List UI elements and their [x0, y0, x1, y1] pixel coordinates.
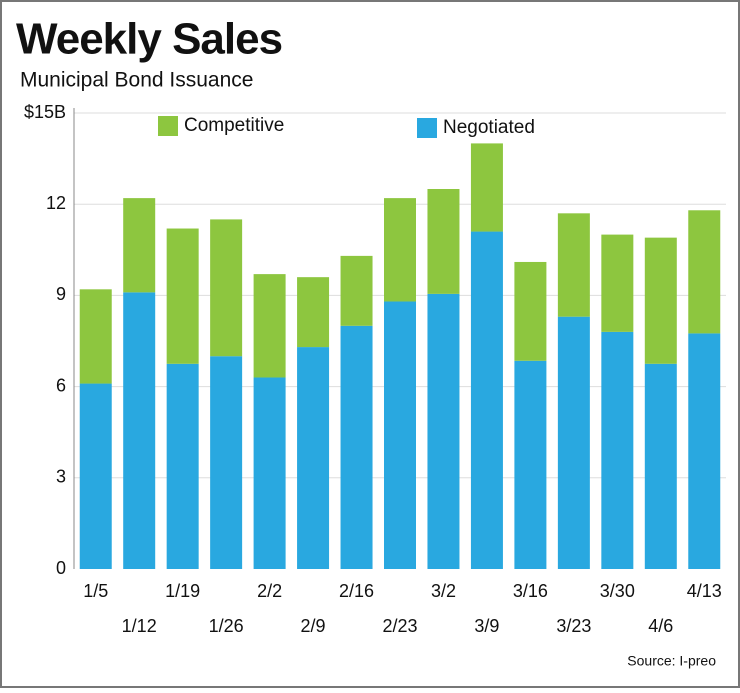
chart-subtitle: Municipal Bond Issuance: [20, 69, 253, 92]
bar-segment: [297, 277, 330, 348]
bar-segment: [210, 356, 243, 569]
bar-segment: [79, 289, 112, 384]
bar-segment: [427, 189, 460, 294]
legend-label: Negotiated: [443, 117, 535, 138]
bar-segment: [601, 331, 634, 569]
bar-segment: [340, 255, 373, 326]
x-tick-label: 2/16: [339, 581, 374, 601]
bar-segment: [557, 316, 590, 569]
chart-title: Weekly Sales: [16, 15, 282, 64]
y-tick-label: 12: [46, 193, 66, 213]
bar-segment: [688, 333, 721, 569]
source: Source: I-preo: [627, 653, 716, 669]
bar-segment: [644, 363, 677, 569]
bar-segment: [166, 363, 199, 569]
x-tick-label: 1/5: [83, 581, 108, 601]
y-tick-label: 6: [56, 375, 66, 395]
x-tick-label: 4/6: [648, 616, 673, 636]
y-tick-label: $15B: [24, 102, 66, 122]
x-tick-label: 3/9: [474, 616, 499, 636]
bar-segment: [427, 293, 460, 569]
bar-segment: [297, 347, 330, 569]
x-tick-label: 3/30: [600, 581, 635, 601]
bar-segment: [210, 219, 243, 357]
bar-segment: [79, 383, 112, 569]
y-tick-label: 0: [56, 558, 66, 578]
bar-segment: [166, 228, 199, 364]
x-tick-label: 2/23: [382, 616, 417, 636]
bar-segment: [123, 198, 156, 293]
x-tick-label: 3/23: [556, 616, 591, 636]
bar-segment: [601, 234, 634, 332]
x-tick-label: 1/12: [122, 616, 157, 636]
legend-label: Competitive: [184, 115, 284, 136]
bar-segment: [470, 231, 503, 569]
bar-segment: [514, 261, 547, 361]
bar-segment: [688, 210, 721, 334]
bar-segment: [514, 360, 547, 569]
bar-segment: [253, 274, 286, 378]
bar-segment: [557, 213, 590, 317]
x-tick-label: 1/26: [209, 616, 244, 636]
bar-segment: [470, 143, 503, 232]
bar-segment: [253, 377, 286, 569]
x-tick-label: 1/19: [165, 581, 200, 601]
y-tick-label: 9: [56, 284, 66, 304]
bar-segment: [384, 301, 416, 569]
legend-swatch: [417, 118, 437, 138]
bar-segment: [384, 198, 416, 302]
bar-segment: [123, 292, 156, 569]
x-tick-label: 2/2: [257, 581, 282, 601]
x-tick-label: 3/2: [431, 581, 456, 601]
x-tick-label: 4/13: [687, 581, 722, 601]
legend-swatch: [158, 116, 178, 136]
x-tick-label: 2/9: [301, 616, 326, 636]
bar-segment: [340, 325, 373, 569]
y-tick-label: 3: [56, 467, 66, 487]
bar-segment: [644, 237, 677, 364]
x-tick-label: 3/16: [513, 581, 548, 601]
